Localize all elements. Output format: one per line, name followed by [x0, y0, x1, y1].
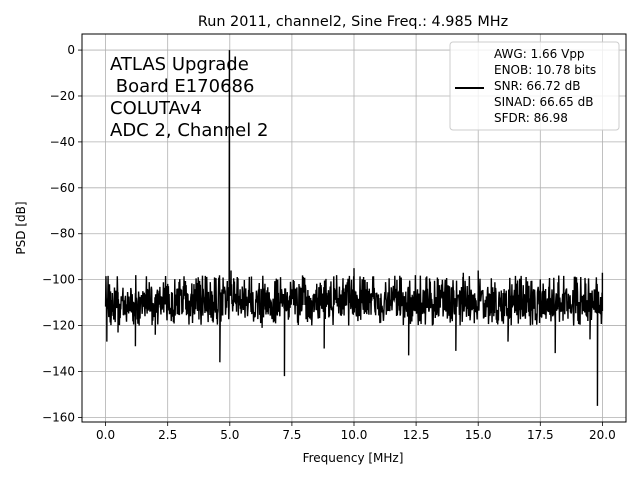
y-tick-label: −20: [50, 89, 75, 103]
annotation-line: ADC 2, Channel 2: [110, 120, 268, 141]
psd-trace-line: [104, 50, 604, 406]
annotation-line: COLUTAv4: [110, 98, 202, 119]
legend-entry: SNR: 66.72 dB: [494, 79, 580, 93]
annotation-line: Board E170686: [110, 76, 254, 97]
y-tick-label: −140: [42, 364, 75, 378]
y-tick-label: −120: [42, 319, 75, 333]
legend-entry: AWG: 1.66 Vpp: [494, 47, 585, 61]
x-axis-ticks: 0.0 2.5 5.0 7.5 10.0 12.5 15.0 17.5 20.0: [96, 422, 616, 442]
y-tick-label: −60: [50, 181, 75, 195]
x-tick-label: 12.5: [403, 428, 430, 442]
y-tick-label: −160: [42, 410, 75, 424]
annotation-line: ATLAS Upgrade: [110, 54, 249, 75]
x-tick-label: 2.5: [158, 428, 177, 442]
plot-clip-group: [104, 50, 604, 406]
legend-entry: SFDR: 86.98: [494, 111, 568, 125]
legend-entry: SINAD: 66.65 dB: [494, 95, 593, 109]
x-tick-label: 20.0: [589, 428, 616, 442]
y-tick-label: 0: [67, 43, 75, 57]
chart-title: Run 2011, channel2, Sine Freq.: 4.985 MH…: [198, 14, 508, 30]
x-axis-label: Frequency [MHz]: [303, 451, 404, 465]
legend-box: [449, 41, 620, 131]
x-tick-label: 17.5: [527, 428, 554, 442]
y-tick-label: −100: [42, 273, 75, 287]
y-axis-ticks: 0 −20 −40 −60 −80 −100 −120 −140 −160: [42, 43, 82, 424]
x-tick-label: 7.5: [282, 428, 301, 442]
y-tick-label: −80: [50, 227, 75, 241]
x-tick-label: 5.0: [220, 428, 239, 442]
legend-entry: ENOB: 10.78 bits: [494, 63, 596, 77]
y-tick-label: −40: [50, 135, 75, 149]
x-tick-label: 15.0: [465, 428, 492, 442]
y-axis-label: PSD [dB]: [14, 201, 28, 254]
x-tick-label: 10.0: [341, 428, 368, 442]
legend: AWG: 1.66 Vpp ENOB: 10.78 bits SNR: 66.72 …: [449, 41, 620, 131]
legend-text: AWG: 1.66 Vpp ENOB: 10.78 bits SNR: 66.72 …: [494, 47, 596, 125]
psd-series-group: [104, 50, 604, 406]
x-tick-label: 0.0: [96, 428, 115, 442]
